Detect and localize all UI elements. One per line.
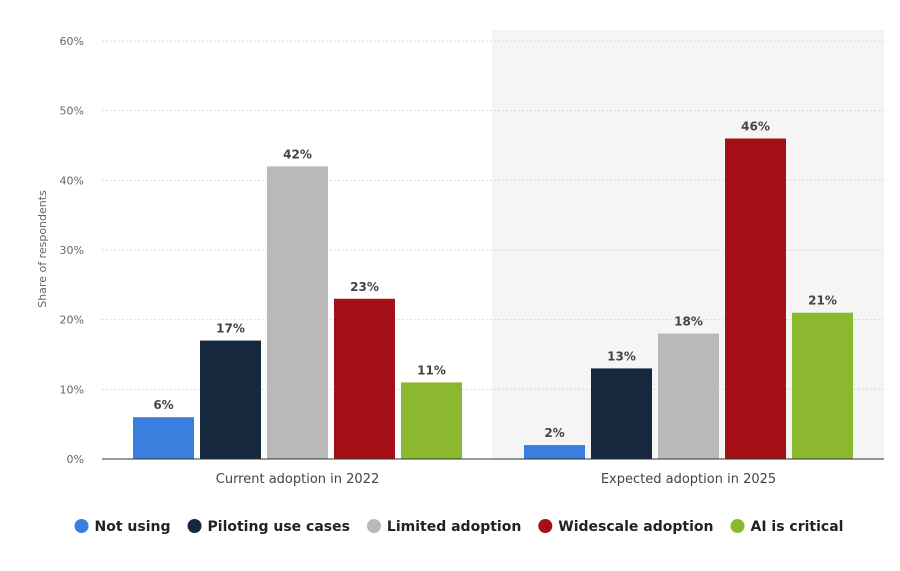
legend-marker xyxy=(538,519,553,533)
y-tick-label: 20% xyxy=(60,314,84,327)
bar[interactable] xyxy=(792,312,853,459)
data-label: 21% xyxy=(808,294,837,308)
legend-label: Limited adoption xyxy=(387,519,521,535)
legend-item[interactable]: Limited adoption xyxy=(366,519,521,535)
bar[interactable] xyxy=(401,382,462,459)
legend-marker xyxy=(187,519,202,533)
bar[interactable] xyxy=(133,417,194,459)
data-label: 11% xyxy=(417,363,446,377)
y-tick-label: 30% xyxy=(60,244,84,257)
y-tick-label: 60% xyxy=(60,35,84,48)
legend-item[interactable]: Widescale adoption xyxy=(538,519,714,535)
bar[interactable] xyxy=(524,445,585,459)
data-label: 42% xyxy=(283,147,312,161)
legend-marker xyxy=(730,519,745,533)
y-axis-label: Share of respondents xyxy=(36,190,49,308)
data-label: 18% xyxy=(674,315,703,329)
x-axis-categories: Current adoption in 2022 Expected adoptio… xyxy=(216,472,776,487)
legend-item[interactable]: Piloting use cases xyxy=(187,519,350,535)
y-tick-label: 40% xyxy=(60,174,84,187)
bar[interactable] xyxy=(267,166,328,459)
data-label: 13% xyxy=(607,349,636,363)
bar[interactable] xyxy=(658,333,719,459)
data-label: 46% xyxy=(741,120,770,134)
y-tick-label: 10% xyxy=(60,383,84,396)
y-tick-label: 0% xyxy=(67,453,84,466)
data-label: 6% xyxy=(153,398,173,412)
legend-label: Not using xyxy=(95,519,171,535)
x-category-label: Expected adoption in 2025 xyxy=(601,472,776,487)
bar[interactable] xyxy=(591,368,652,459)
legend-marker xyxy=(366,519,381,533)
y-tick-label: 50% xyxy=(60,105,84,118)
legend[interactable]: Not using Piloting use cases Limited adopt… xyxy=(74,519,844,535)
legend-label: Piloting use cases xyxy=(208,519,350,535)
bar[interactable] xyxy=(725,138,786,460)
legend-label: AI is critical xyxy=(750,519,843,535)
legend-item[interactable]: AI is critical xyxy=(730,519,843,535)
y-axis-ticks: 0% 10% 20% 30% 40% 50% 60% xyxy=(60,35,84,466)
bar[interactable] xyxy=(334,298,395,459)
data-label: 17% xyxy=(216,322,245,336)
x-category-label: Current adoption in 2022 xyxy=(216,472,379,487)
bars xyxy=(133,138,853,460)
data-label: 23% xyxy=(350,280,379,294)
legend-item[interactable]: Not using xyxy=(74,519,171,535)
data-label: 2% xyxy=(544,426,564,440)
bar[interactable] xyxy=(200,340,261,459)
data-labels: 6% 17% 42% 23% 11% 2% 13% 18% 46% 21% xyxy=(153,120,837,441)
legend-marker xyxy=(74,519,89,533)
legend-label: Widescale adoption xyxy=(558,519,713,535)
